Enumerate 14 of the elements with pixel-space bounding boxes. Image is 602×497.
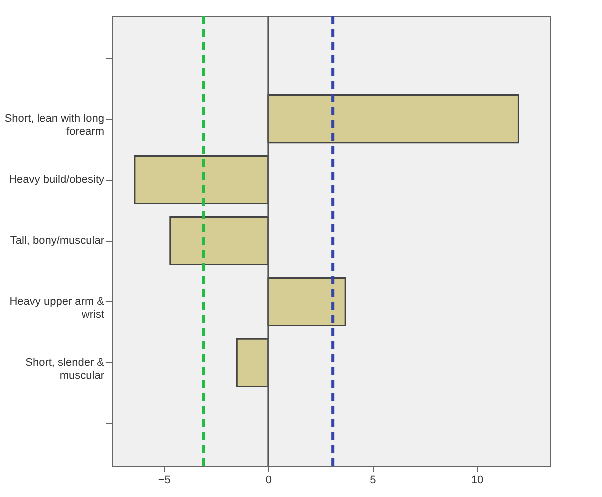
bar [236, 338, 270, 388]
y-tick-label: Heavy build/obesity [9, 174, 105, 186]
x-tick-label: −5 [158, 474, 171, 486]
y-tick-label: Short, slender & muscular [26, 356, 106, 382]
bar [268, 94, 520, 144]
y-tick-label: Heavy upper arm & wrist [10, 296, 106, 321]
bar [134, 155, 270, 205]
y-tick-label: Tall, bony/muscular [10, 235, 105, 247]
x-tick-label: 10 [471, 474, 484, 486]
x-tick-label: 0 [266, 474, 272, 486]
x-tick-label: 5 [370, 474, 376, 486]
bar [268, 277, 346, 327]
y-tick-label: Short, lean with long forearm [4, 113, 104, 138]
bar [170, 216, 270, 266]
